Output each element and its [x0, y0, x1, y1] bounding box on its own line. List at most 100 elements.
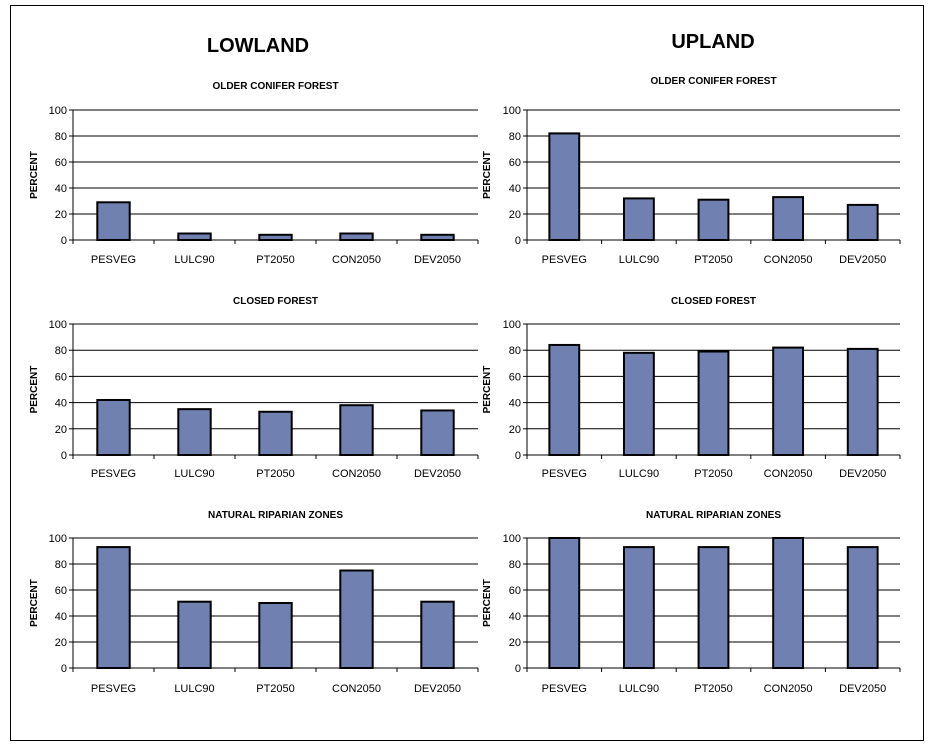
y-tick-label: 20: [55, 637, 67, 649]
x-tick-label: DEV2050: [839, 683, 886, 695]
x-tick-label: CON2050: [764, 254, 813, 266]
bar-pt2050: [697, 546, 730, 669]
y-axis-label: PERCENT: [482, 579, 493, 627]
y-tick-label: 20: [509, 209, 521, 221]
x-tick-label: PESVEG: [91, 683, 136, 695]
y-tick-label: 60: [55, 585, 67, 597]
y-tick-label: 20: [509, 637, 521, 649]
y-tick-label: 40: [55, 611, 67, 623]
y-tick-label: 80: [55, 131, 67, 143]
y-tick-label: 40: [509, 183, 521, 195]
bar-lulc90: [177, 600, 212, 670]
x-tick-label: DEV2050: [414, 254, 461, 266]
y-tick-label: 40: [55, 183, 67, 195]
y-axis-label: PERCENT: [29, 366, 40, 414]
column-title-lowland: LOWLAND: [207, 35, 309, 57]
bar-pesveg: [96, 546, 131, 669]
bar-con2050: [772, 537, 805, 669]
bar-pt2050: [258, 233, 293, 242]
y-tick-label: 40: [509, 398, 521, 410]
bar-dev2050: [846, 347, 879, 457]
bar-dev2050: [420, 600, 455, 670]
chart-panel-6: NATURAL RIPARIAN ZONES PERCENT 0 20 40 60 80 10…: [482, 510, 901, 695]
y-tick-label: 0: [61, 663, 67, 675]
y-tick-label: 80: [55, 559, 67, 571]
x-tick-label: DEV2050: [414, 683, 461, 695]
bar-con2050: [339, 569, 374, 669]
x-tick-label: PESVEG: [542, 683, 587, 695]
chart-panel-5: NATURAL RIPARIAN ZONES PERCENT 0 20 40 60 80 10…: [29, 510, 479, 695]
chart-panel-4: CLOSED FOREST PERCENT 0 20 40 60 80 100 PESVEG LU…: [482, 296, 901, 480]
chart-panels: OLDER CONIFER FOREST PERCENT 0 20 40 60 80 100 P…: [29, 76, 901, 695]
y-tick-label: 20: [55, 424, 67, 436]
panel-title: NATURAL RIPARIAN ZONES: [646, 510, 781, 521]
bar-pt2050: [258, 602, 293, 669]
x-tick-label: CON2050: [764, 468, 813, 480]
x-tick-label: DEV2050: [839, 254, 886, 266]
y-axis-label: PERCENT: [482, 151, 493, 199]
y-tick-label: 80: [509, 559, 521, 571]
y-tick-label: 60: [509, 585, 521, 597]
y-tick-label: 40: [509, 611, 521, 623]
y-tick-label: 100: [503, 105, 521, 117]
y-tick-label: 60: [509, 157, 521, 169]
chart-panel-2: OLDER CONIFER FOREST PERCENT 0 20 40 60 80 100 P…: [482, 76, 901, 266]
y-axis-label: PERCENT: [482, 366, 493, 414]
x-tick-label: LULC90: [174, 468, 214, 480]
panel-title: OLDER CONIFER FOREST: [650, 76, 776, 87]
bar-con2050: [772, 196, 805, 242]
bar-dev2050: [420, 233, 455, 242]
bar-pesveg: [96, 398, 131, 457]
y-tick-label: 100: [49, 105, 67, 117]
panel-title: OLDER CONIFER FOREST: [212, 81, 338, 92]
y-tick-label: 0: [515, 663, 521, 675]
bar-dev2050: [420, 409, 455, 456]
bar-pesveg: [96, 201, 131, 242]
y-axis-label: PERCENT: [29, 579, 40, 627]
y-tick-label: 0: [515, 235, 521, 247]
y-tick-label: 40: [55, 398, 67, 410]
y-tick-label: 100: [503, 319, 521, 331]
y-tick-label: 20: [55, 209, 67, 221]
column-title-upland: UPLAND: [671, 31, 754, 53]
chart-panel-1: OLDER CONIFER FOREST PERCENT 0 20 40 60 80 100 P…: [29, 81, 479, 266]
x-tick-label: LULC90: [174, 683, 214, 695]
bar-lulc90: [622, 546, 655, 669]
y-tick-label: 0: [61, 235, 67, 247]
y-axis-label: PERCENT: [29, 151, 40, 199]
x-tick-label: LULC90: [174, 254, 214, 266]
panel-title: CLOSED FOREST: [671, 296, 756, 307]
bar-pt2050: [697, 350, 730, 457]
x-tick-label: LULC90: [619, 468, 659, 480]
x-tick-label: PESVEG: [91, 468, 136, 480]
bar-con2050: [339, 232, 374, 241]
y-tick-label: 80: [509, 345, 521, 357]
bar-lulc90: [177, 232, 212, 241]
bar-pesveg: [548, 132, 581, 241]
y-tick-label: 0: [515, 450, 521, 462]
x-tick-label: PT2050: [694, 468, 733, 480]
x-tick-label: PT2050: [256, 254, 295, 266]
bar-pt2050: [697, 198, 730, 241]
x-tick-label: CON2050: [332, 468, 381, 480]
y-tick-label: 80: [55, 345, 67, 357]
panel-title: CLOSED FOREST: [233, 296, 318, 307]
y-tick-label: 100: [49, 533, 67, 545]
x-tick-label: PT2050: [256, 683, 295, 695]
bar-lulc90: [622, 351, 655, 457]
bar-pesveg: [548, 343, 581, 456]
x-tick-label: CON2050: [332, 254, 381, 266]
x-tick-label: PESVEG: [91, 254, 136, 266]
y-tick-label: 80: [509, 131, 521, 143]
bar-lulc90: [177, 408, 212, 456]
x-tick-label: PT2050: [694, 254, 733, 266]
x-tick-label: DEV2050: [839, 468, 886, 480]
x-tick-label: PT2050: [694, 683, 733, 695]
y-tick-label: 60: [55, 371, 67, 383]
y-tick-label: 20: [509, 424, 521, 436]
x-tick-label: LULC90: [619, 683, 659, 695]
bar-lulc90: [622, 197, 655, 241]
x-tick-label: PESVEG: [542, 254, 587, 266]
x-tick-label: CON2050: [332, 683, 381, 695]
